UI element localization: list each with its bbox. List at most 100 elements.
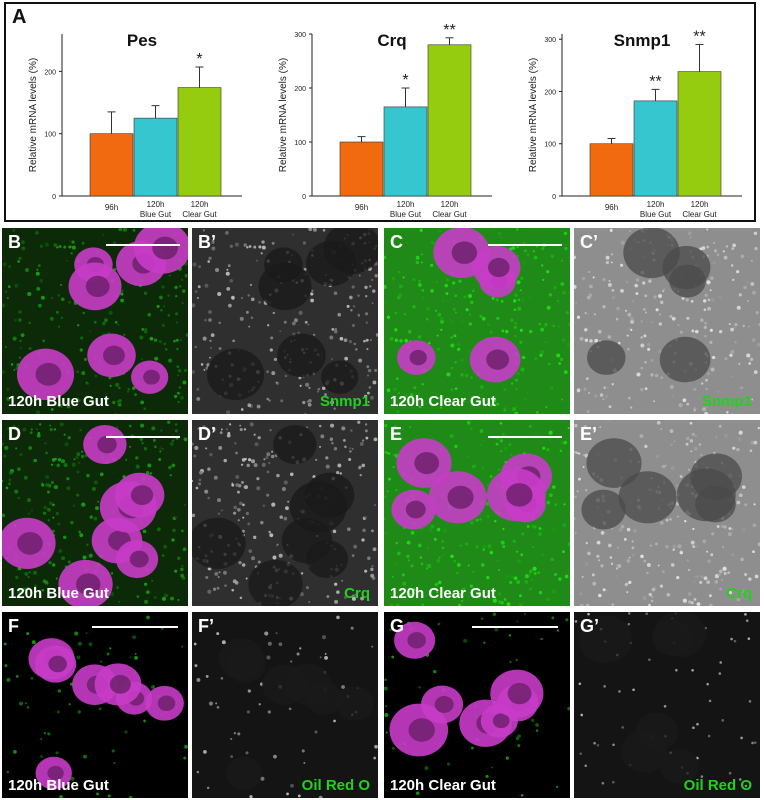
nucleolus [434,696,454,713]
texture-speck [44,242,49,247]
texture-speck [57,403,62,408]
texture-speck [322,228,326,232]
texture-speck [607,282,612,287]
texture-speck [546,447,550,452]
texture-speck [43,505,48,510]
texture-speck [623,537,627,541]
texture-speck [35,230,39,235]
texture-speck [193,642,197,646]
texture-speck [19,452,23,457]
texture-speck [205,675,209,678]
texture-speck [755,311,759,315]
texture-speck [426,546,429,549]
texture-speck [718,424,722,428]
texture-speck [341,426,346,431]
texture-speck [336,590,340,594]
texture-speck [256,477,260,481]
texture-speck [470,746,474,750]
texture-speck [401,573,405,577]
texture-speck [524,574,530,579]
texture-speck [5,486,9,490]
texture-speck [401,427,404,431]
texture-speck [694,329,699,334]
texture-speck [680,548,683,552]
texture-speck [141,358,144,361]
texture-speck [606,386,609,389]
texture-speck [120,298,124,303]
nucleolus [103,345,125,366]
texture-speck [714,249,717,253]
texture-speck [30,428,33,431]
texture-speck [80,336,84,340]
texture-speck [176,347,179,351]
texture-speck [325,456,329,460]
texture-speck [112,400,116,405]
texture-speck [71,240,75,244]
texture-speck [494,627,499,632]
texture-speck [746,353,751,358]
texture-speck [416,386,419,389]
texture-speck [433,537,437,541]
texture-speck [574,495,577,499]
chart-title: Crq [377,31,406,50]
texture-speck [358,465,362,469]
texture-speck [358,358,363,363]
texture-speck [703,308,707,311]
texture-speck [406,554,410,558]
nucleolus [76,573,101,596]
texture-speck [574,255,577,259]
texture-speck [503,387,507,391]
texture-speck [144,582,148,586]
texture-speck [39,278,44,283]
texture-speck [146,615,150,620]
texture-speck [689,439,694,443]
texture-speck [269,428,272,432]
texture-speck [693,335,696,338]
texture-speck [195,486,199,490]
texture-speck [437,396,441,400]
texture-speck [688,600,692,604]
texture-speck [744,503,748,507]
texture-speck [554,503,558,507]
texture-speck [581,276,586,281]
texture-speck [333,407,336,410]
texture-speck [514,411,519,414]
texture-speck [530,524,535,529]
texture-speck [375,333,378,337]
texture-speck [745,619,749,622]
texture-speck [313,333,316,336]
texture-speck [321,635,327,640]
y-tick-label: 200 [294,86,306,93]
texture-speck [243,428,247,431]
texture-speck [412,305,416,309]
texture-speck [510,453,513,457]
texture-speck [26,632,30,636]
texture-speck [552,324,555,328]
texture-speck [181,564,184,568]
texture-speck [306,426,309,429]
texture-speck [89,330,92,333]
texture-speck [454,311,457,314]
texture-speck [198,482,202,486]
texture-speck [611,383,614,386]
stain-label: Crq [344,585,370,602]
texture-speck [367,556,371,560]
texture-speck [515,736,520,741]
texture-speck [100,783,104,788]
texture-speck [217,575,220,579]
texture-speck [15,575,19,580]
texture-speck [552,589,556,593]
texture-speck [364,429,368,433]
texture-speck [657,293,663,299]
category-label: 120h [147,200,165,209]
texture-speck [479,429,484,433]
texture-speck [703,576,708,581]
texture-speck [350,429,353,432]
texture-speck [59,795,63,798]
texture-speck [737,437,742,441]
texture-speck [666,592,671,597]
texture-speck [167,294,170,297]
texture-speck [563,231,568,236]
texture-speck [492,398,497,403]
